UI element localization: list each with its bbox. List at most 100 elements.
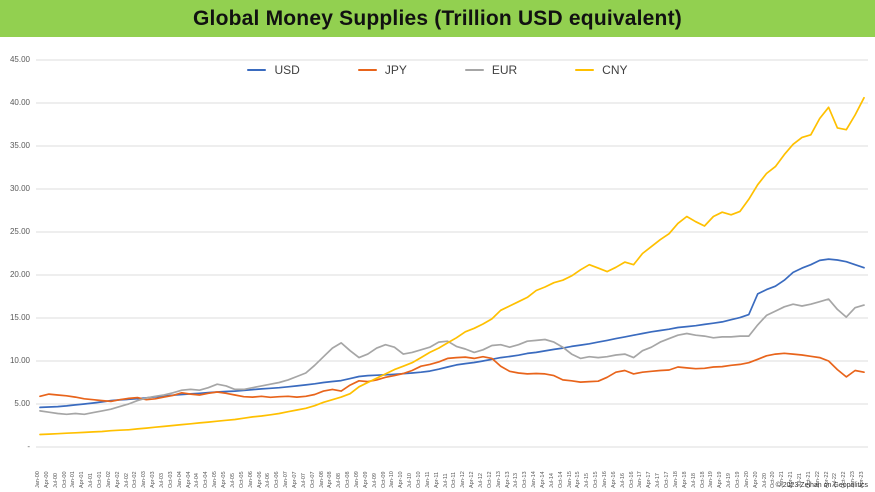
y-tick-label: 30.00 — [9, 184, 30, 193]
x-tick-label: Oct-14 — [557, 471, 564, 488]
plot-canvas — [36, 59, 868, 448]
x-tick-label: Apr-17 — [646, 471, 653, 488]
x-tick-label: Jul-20 — [761, 473, 768, 488]
x-tick-label: Oct-01 — [97, 471, 104, 488]
x-tick-label: Oct-13 — [522, 471, 529, 488]
x-tick-label: Jul-19 — [726, 473, 733, 488]
x-tick-label: Jul-06 — [265, 473, 272, 488]
x-tick-label: Apr-02 — [114, 471, 121, 488]
legend-line-icon — [575, 68, 595, 72]
x-tick-label: Jul-15 — [584, 473, 591, 488]
x-tick-label: Apr-09 — [362, 471, 369, 488]
x-tick-label: Jan-04 — [176, 471, 183, 488]
x-tick-label: Apr-18 — [681, 471, 688, 488]
x-tick-label: Apr-12 — [469, 471, 476, 488]
legend-label: CNY — [602, 63, 628, 77]
x-tick-label: Jan-02 — [105, 471, 112, 488]
x-tick-label: Apr-10 — [398, 471, 405, 488]
series-line-cny — [39, 96, 865, 436]
x-tick-label: Apr-06 — [256, 471, 263, 488]
x-tick-label: Oct-04 — [203, 471, 210, 488]
x-tick-label: Apr-07 — [291, 471, 298, 488]
x-tick-label: Jan-15 — [566, 471, 573, 488]
x-tick-label: Oct-07 — [309, 471, 316, 488]
series-line-usd — [39, 258, 865, 409]
x-tick-label: Apr-04 — [185, 471, 192, 488]
legend-label: EUR — [491, 63, 518, 77]
x-tick-label: Oct-05 — [238, 471, 245, 488]
x-tick-label: Jan-19 — [708, 471, 715, 488]
x-tick-label: Jan-12 — [460, 471, 467, 488]
x-tick-label: Oct-08 — [345, 471, 352, 488]
x-tick-label: Jan-09 — [353, 471, 360, 488]
chart-legend: USD JPY EUR CNY — [0, 63, 875, 77]
legend-line-icon — [357, 68, 377, 72]
x-tick-label: Jul-13 — [513, 473, 520, 488]
y-tick-label: 5.00 — [14, 399, 30, 408]
chart-area: USD JPY EUR CNY 45.00 40.00 35.00 30.00 25.00 20… — [0, 37, 875, 492]
x-tick-label: Jul-07 — [300, 473, 307, 488]
x-tick-label: Apr-19 — [717, 471, 724, 488]
x-tick-label: Oct-19 — [734, 471, 741, 488]
x-tick-label: Jan-16 — [602, 471, 609, 488]
x-tick-label: Oct-11 — [451, 471, 458, 488]
x-tick-label: Oct-06 — [274, 471, 281, 488]
x-tick-label: Jul-18 — [690, 473, 697, 488]
x-tick-label: Jan-10 — [389, 471, 396, 488]
y-tick-label: 20.00 — [9, 270, 30, 279]
x-tick-label: Jan-18 — [672, 471, 679, 488]
x-tick-label: Jul-00 — [52, 473, 59, 488]
x-tick-label: Jul-12 — [478, 473, 484, 488]
x-tick-label: Jan-14 — [531, 471, 538, 488]
x-tick-label: Oct-16 — [628, 471, 635, 488]
y-tick-label: 10.00 — [9, 356, 30, 365]
y-tick-label: 15.00 — [9, 313, 30, 322]
x-tick-label: Jan-01 — [70, 471, 77, 488]
x-tick-label: Apr-00 — [43, 471, 50, 488]
y-tick-label: 40.00 — [9, 98, 30, 107]
x-tick-label: Apr-11 — [433, 471, 440, 488]
x-tick-label: Oct-00 — [61, 471, 68, 488]
x-tick-label: Jul-09 — [371, 473, 378, 488]
y-tick-label: 45.00 — [9, 55, 30, 64]
title-banner: Global Money Supplies (Trillion USD equi… — [0, 0, 875, 37]
legend-item-usd: USD — [247, 63, 300, 77]
chart-title: Global Money Supplies (Trillion USD equi… — [193, 6, 682, 30]
x-tick-label: Jul-14 — [548, 473, 555, 488]
legend-label: JPY — [384, 63, 407, 77]
x-tick-label: Jan-17 — [637, 471, 644, 488]
x-tick-label: Apr-03 — [150, 471, 157, 488]
x-tick-label: Jul-17 — [655, 473, 662, 488]
x-tick-label: Jan-20 — [743, 471, 750, 488]
legend-line-icon — [247, 68, 267, 72]
x-tick-label: Jan-05 — [212, 471, 219, 488]
x-tick-label: Jul-03 — [159, 473, 166, 488]
x-tick-label: Jan-08 — [318, 471, 325, 488]
x-tick-label: Apr-14 — [540, 471, 547, 488]
x-tick-label: Jan-11 — [424, 471, 431, 488]
x-tick-label: Jan-00 — [35, 471, 41, 488]
x-tick-label: Jul-08 — [336, 473, 343, 488]
x-tick-label: Oct-10 — [415, 471, 422, 488]
series-line-eur — [39, 298, 865, 416]
x-tick-label: Jul-02 — [123, 473, 130, 488]
x-tick-label: Apr-20 — [752, 471, 759, 488]
x-tick-label: Jan-13 — [495, 471, 502, 488]
x-tick-label: Jul-16 — [619, 473, 626, 488]
x-tick-label: Oct-03 — [167, 471, 174, 488]
x-tick-label: Jul-10 — [407, 473, 414, 488]
legend-item-cny: CNY — [575, 63, 628, 77]
copyright-note: © 2023 Zeihan on Geopolitics — [775, 482, 868, 489]
x-tick-label: Oct-09 — [380, 471, 387, 488]
x-tick-label: Apr-01 — [79, 471, 86, 488]
y-tick-label: 35.00 — [9, 141, 30, 150]
x-tick-label: Apr-08 — [327, 471, 334, 488]
legend-label: USD — [274, 63, 300, 77]
y-tick-label: 25.00 — [9, 227, 30, 236]
series-line-jpy — [39, 352, 865, 403]
y-tick-label: - — [27, 442, 30, 451]
x-tick-label: Oct-15 — [593, 471, 600, 488]
x-tick-label: Oct-17 — [664, 471, 671, 488]
legend-item-jpy: JPY — [357, 63, 407, 77]
x-tick-label: Oct-02 — [132, 471, 139, 488]
